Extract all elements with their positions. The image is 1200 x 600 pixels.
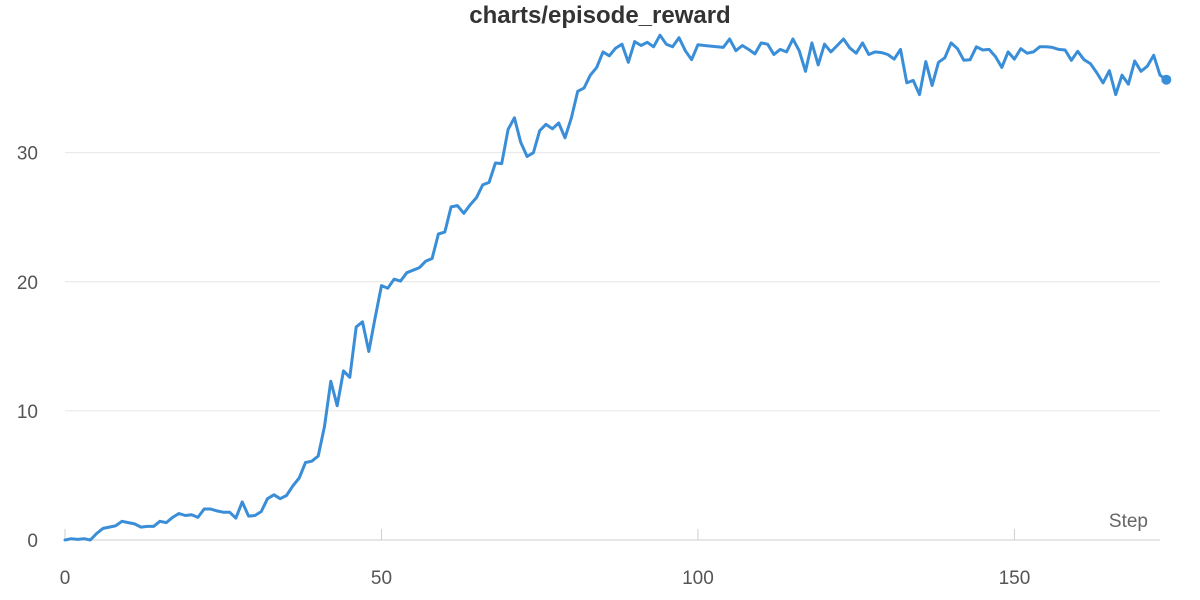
x-axis-label: Step (1109, 511, 1148, 532)
x-tick-label: 100 (682, 568, 714, 589)
series-layer (65, 35, 1171, 540)
y-tick-label: 0 (27, 531, 38, 552)
x-axis (65, 529, 1160, 540)
x-tick-labels: 0 50 100 150 (60, 568, 1031, 589)
x-tick-label: 150 (999, 568, 1031, 589)
x-tick-label: 0 (60, 568, 71, 589)
y-tick-labels: 0 10 20 30 (17, 144, 38, 552)
last-point-marker (1161, 75, 1171, 85)
y-tick-label: 20 (17, 273, 38, 294)
grid-lines (65, 153, 1160, 411)
y-tick-label: 30 (17, 144, 38, 165)
x-tick-label: 50 (371, 568, 392, 589)
y-tick-label: 10 (17, 402, 38, 423)
series-line (65, 35, 1166, 540)
